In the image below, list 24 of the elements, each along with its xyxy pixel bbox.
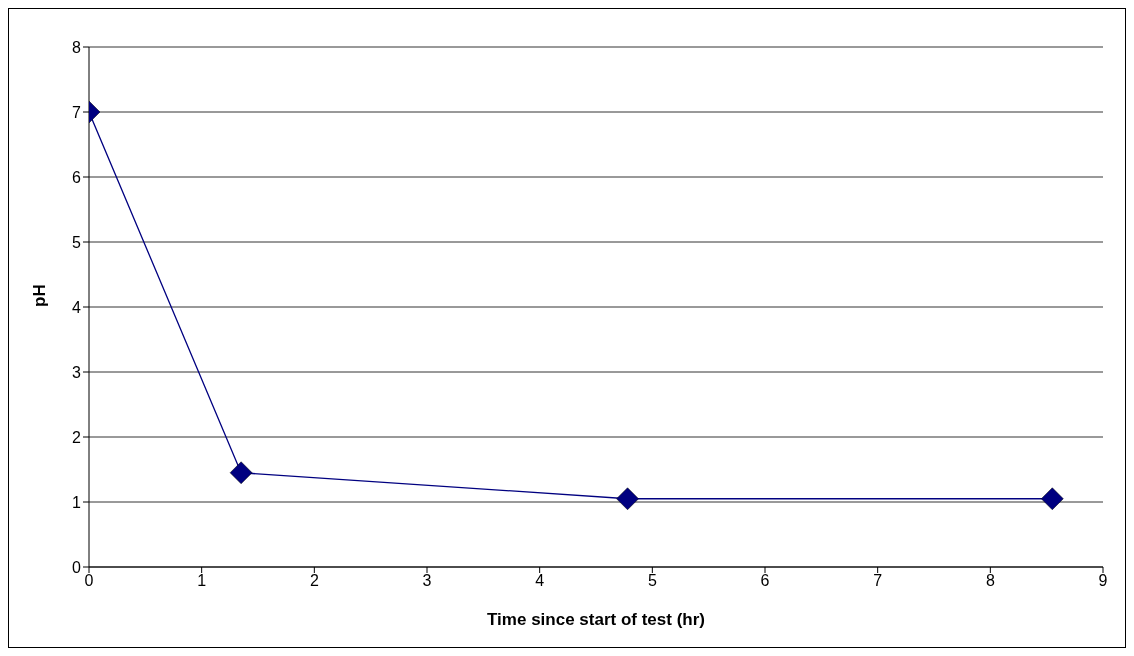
y-tick-label: 3 [72,363,82,381]
point [616,487,639,510]
x-tick-label: 4 [535,572,545,590]
point [229,461,253,484]
x-tick-label: 2 [309,572,319,590]
y-tick-label: 2 [72,428,82,446]
y-tick-label: 7 [72,103,82,121]
x-tick-label: 5 [647,572,657,590]
x-tick-label: 1 [197,572,207,590]
y-tick-label: 8 [72,38,82,56]
x-tick-label: 7 [873,572,883,590]
y-axis-title: pH [30,284,50,307]
x-tick-label: 8 [985,572,995,590]
point [1041,487,1064,510]
y-tick-label: 6 [72,168,82,186]
x-axis-title: Time since start of test (hr) [487,610,705,629]
y-tick-label: 5 [72,233,82,251]
x-tick-label: 6 [760,572,770,590]
x-tick-label: 3 [422,572,432,590]
y-tick-label: 0 [72,558,82,576]
x-tick-label: 0 [84,572,94,590]
y-tick-label: 1 [72,493,82,511]
y-tick-label: 4 [72,298,82,316]
x-tick-label: 9 [1098,572,1108,590]
